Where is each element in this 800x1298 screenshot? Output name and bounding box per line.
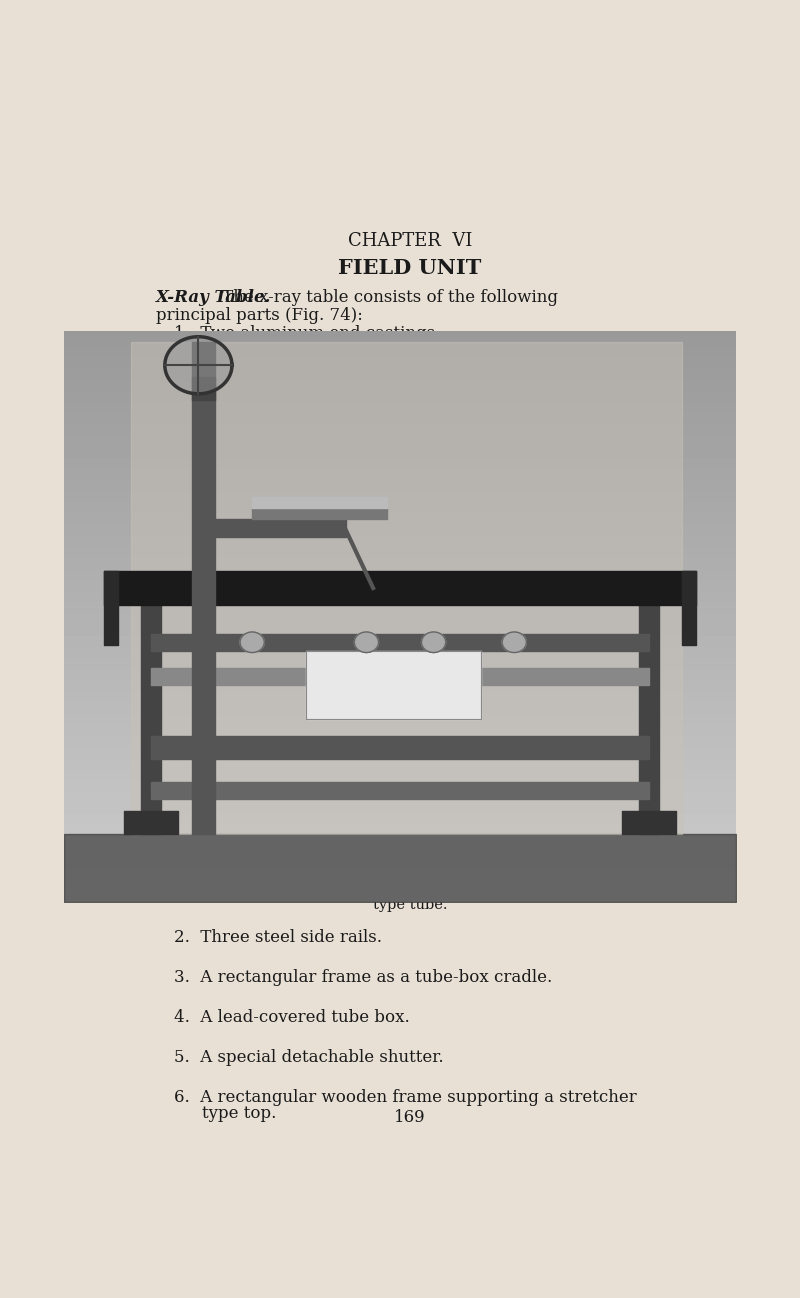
- Text: type tube.: type tube.: [373, 898, 447, 912]
- Circle shape: [240, 632, 264, 653]
- Text: 3.  A rectangular frame as a tube-box cradle.: 3. A rectangular frame as a tube-box cra…: [174, 968, 553, 985]
- Text: CHAPTER  VI: CHAPTER VI: [348, 232, 472, 249]
- Circle shape: [354, 632, 378, 653]
- Text: Standard U. S. Army x-ray table complete with box for radiator: Standard U. S. Army x-ray table complete…: [198, 881, 670, 896]
- Text: FIELD UNIT: FIELD UNIT: [338, 258, 482, 278]
- Text: 4.  A lead-covered tube box.: 4. A lead-covered tube box.: [174, 1009, 410, 1025]
- Text: 169: 169: [394, 1108, 426, 1125]
- Circle shape: [422, 632, 446, 653]
- Text: Fig. 74.: Fig. 74.: [156, 881, 218, 896]
- Text: 2.  Three steel side rails.: 2. Three steel side rails.: [174, 929, 382, 946]
- Text: type top.: type top.: [202, 1105, 277, 1121]
- Text: principal parts (Fig. 74):: principal parts (Fig. 74):: [156, 308, 362, 324]
- Circle shape: [502, 632, 526, 653]
- Text: 5.  A special detachable shutter.: 5. A special detachable shutter.: [174, 1049, 444, 1066]
- Polygon shape: [165, 336, 232, 393]
- Text: X-Ray Table.: X-Ray Table.: [156, 289, 271, 306]
- Text: 6.  A rectangular wooden frame supporting a stretcher: 6. A rectangular wooden frame supporting…: [174, 1089, 637, 1106]
- Text: The x-ray table consists of the following: The x-ray table consists of the followin…: [217, 289, 558, 306]
- Text: 1.  Two aluminum end castings.: 1. Two aluminum end castings.: [174, 326, 441, 343]
